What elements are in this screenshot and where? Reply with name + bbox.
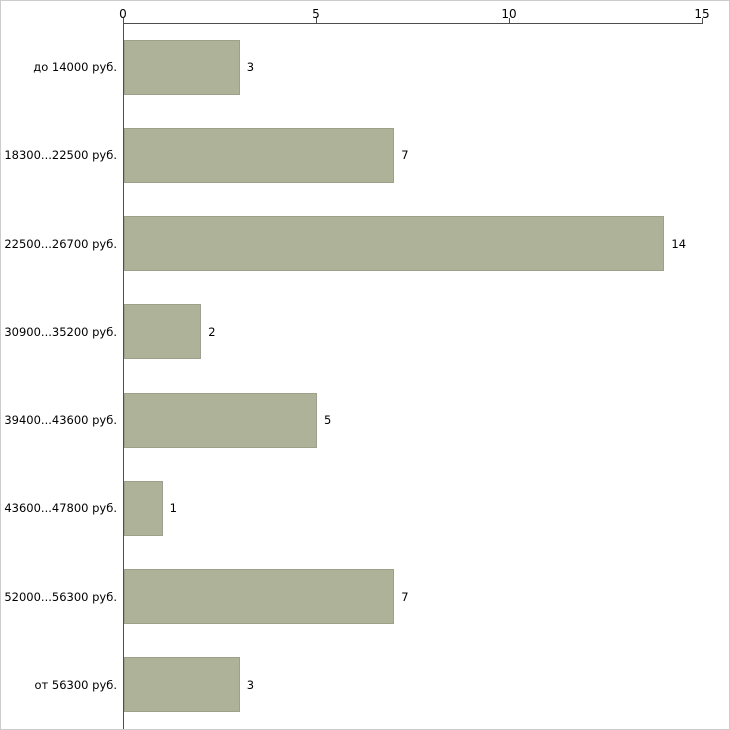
value-label: 1 <box>169 501 177 516</box>
value-label: 7 <box>401 589 409 604</box>
y-axis-line <box>123 23 124 729</box>
bar <box>124 657 240 713</box>
category-label: 30900...35200 руб. <box>4 324 117 339</box>
x-axis-tick-label: 10 <box>501 7 517 21</box>
value-label: 7 <box>401 148 409 163</box>
x-axis-tick-label: 0 <box>119 7 127 21</box>
bar <box>124 127 395 183</box>
bar <box>124 392 317 448</box>
category-label: 22500...26700 руб. <box>4 236 117 251</box>
value-label: 3 <box>246 60 255 75</box>
bar <box>124 304 202 360</box>
category-label: 18300...22500 руб. <box>4 148 117 163</box>
bar <box>124 216 665 272</box>
value-label: 3 <box>246 677 255 692</box>
x-axis-tick <box>316 18 317 23</box>
value-label: 5 <box>324 413 332 428</box>
x-axis-tick-label: 5 <box>312 7 320 21</box>
x-axis-line <box>123 23 703 24</box>
category-label: 39400...43600 руб. <box>4 413 117 428</box>
x-axis-tick-label: 15 <box>694 7 710 21</box>
category-label: 43600...47800 руб. <box>4 501 117 516</box>
bar <box>124 480 163 536</box>
x-axis-tick <box>123 18 124 23</box>
category-label: 52000...56300 руб. <box>4 589 117 604</box>
value-label: 2 <box>208 324 216 339</box>
category-label: до 14000 руб. <box>33 60 117 75</box>
bar <box>124 569 395 625</box>
bar <box>124 39 240 95</box>
category-label: от 56300 руб. <box>34 677 117 692</box>
value-label: 14 <box>671 236 687 251</box>
x-axis-tick <box>702 18 703 23</box>
x-axis-tick <box>509 18 510 23</box>
